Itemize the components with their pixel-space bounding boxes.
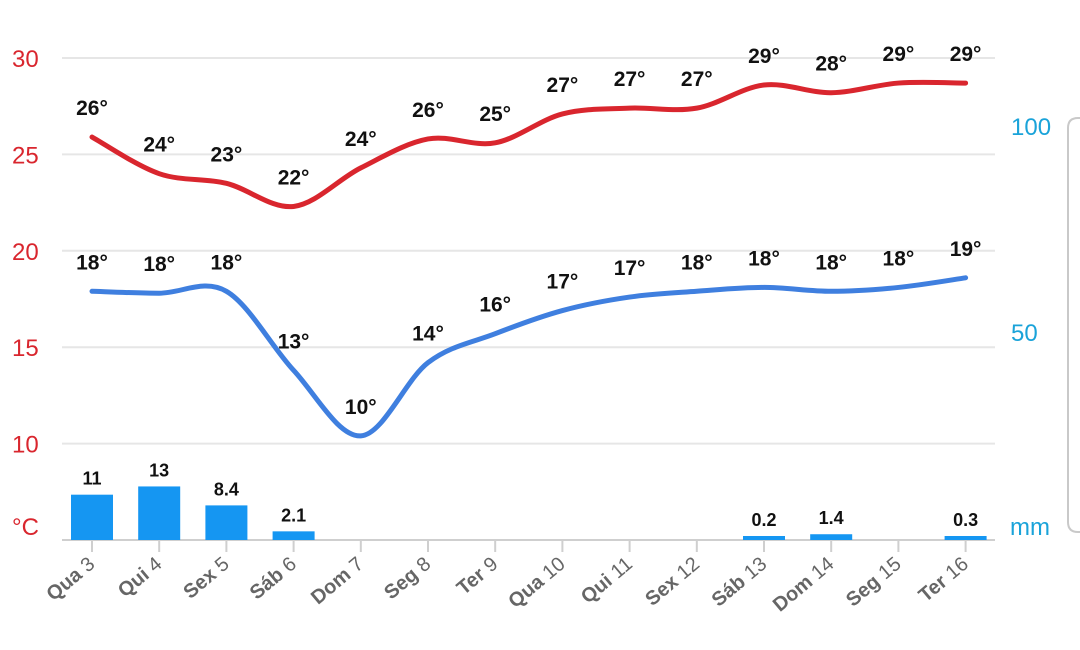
precip-bar [138, 486, 181, 540]
temp-label-max: 27° [681, 68, 713, 91]
x-tick-label: Dom 7 [307, 553, 368, 609]
series-line-min [89, 275, 969, 439]
y-tick-left: 25 [12, 142, 39, 169]
scroll-panel-edge [1067, 117, 1080, 533]
x-tick-label: Qua 10 [504, 553, 569, 613]
precip-bar [71, 494, 113, 540]
y-tick-left: 30 [12, 46, 39, 73]
temp-label-min: 18° [883, 247, 915, 270]
temp-label-min: 13° [278, 330, 310, 353]
precip-label: 11 [82, 469, 101, 489]
precip-bar [205, 505, 248, 540]
precip-label: 8.4 [214, 479, 239, 499]
precip-label: 13 [149, 460, 169, 480]
temp-label-max: 26° [412, 99, 444, 122]
precip-bar [272, 531, 315, 540]
x-tick-label: Ter 16 [915, 553, 973, 607]
x-tick-label: Qua 3 [42, 553, 99, 606]
precip-label: 0.3 [953, 510, 978, 530]
temp-label-max: 29° [950, 43, 982, 66]
precip-bar [944, 536, 987, 540]
x-tick-label: Sex 5 [179, 553, 233, 603]
temp-label-max: 22° [278, 166, 310, 189]
y-unit-left: °C [12, 514, 39, 541]
x-tick-label: Seg 15 [842, 553, 906, 611]
x-tick-label: Seg 8 [380, 553, 435, 604]
y-tick-right: 100 [1011, 114, 1051, 141]
x-tick-label: Qui 4 [114, 553, 166, 602]
temp-label-min: 18° [815, 251, 847, 274]
x-tick-label: Sáb 13 [708, 553, 772, 611]
y-axis-left: 30 25 20 15 10 °C [12, 46, 39, 541]
temp-label-max: 28° [815, 53, 847, 76]
temp-label-max: 24° [345, 128, 377, 151]
temp-label-min: 17° [547, 271, 579, 294]
temp-label-min: 16° [479, 294, 511, 317]
temp-label-max: 29° [883, 43, 915, 66]
temp-label-max: 24° [143, 134, 175, 157]
x-tick-label: Ter 9 [453, 553, 503, 600]
temp-label-max: 26° [76, 97, 108, 120]
precip-label: 2.1 [281, 505, 306, 525]
x-tick-label: Sex 12 [641, 553, 704, 611]
temp-label-max: 25° [479, 103, 511, 126]
temp-label-min: 18° [143, 253, 175, 276]
temp-label-min: 17° [614, 257, 646, 280]
y-tick-left: 10 [12, 432, 39, 459]
precipitation-bars [71, 486, 987, 540]
y-unit-right: mm [1010, 514, 1050, 541]
temp-label-min: 18° [76, 251, 108, 274]
temp-label-min: 19° [950, 238, 982, 261]
temp-label-max: 27° [547, 74, 579, 97]
temp-label-min: 18° [211, 251, 243, 274]
temp-label-max: 27° [614, 68, 646, 91]
x-tick-label: Sáb 6 [246, 553, 301, 604]
y-axis-right: 100 50 mm [1010, 114, 1051, 541]
y-tick-left: 15 [12, 335, 39, 362]
precip-bar [743, 536, 785, 540]
temp-label-max: 29° [748, 45, 780, 68]
temp-label-min: 18° [681, 251, 713, 274]
series-line-max [89, 79, 969, 210]
x-tick-label: Qui 11 [577, 553, 637, 608]
precip-label: 0.2 [751, 510, 776, 530]
y-tick-right: 50 [1011, 320, 1038, 347]
data-labels: 11 13 8.4 2.1 0.2 1.4 0.3 26° 24° 23° 22° 24° 26° 25°… [76, 43, 981, 530]
x-tick-label: Dom 14 [769, 553, 838, 616]
temp-label-min: 18° [748, 247, 780, 270]
y-tick-left: 20 [12, 239, 39, 266]
precip-label: 1.4 [819, 508, 844, 528]
temperature-lines [89, 79, 969, 439]
temp-label-min: 10° [345, 396, 377, 419]
precip-bar [810, 534, 853, 540]
temp-label-min: 14° [412, 323, 444, 346]
temp-label-max: 23° [211, 143, 243, 166]
